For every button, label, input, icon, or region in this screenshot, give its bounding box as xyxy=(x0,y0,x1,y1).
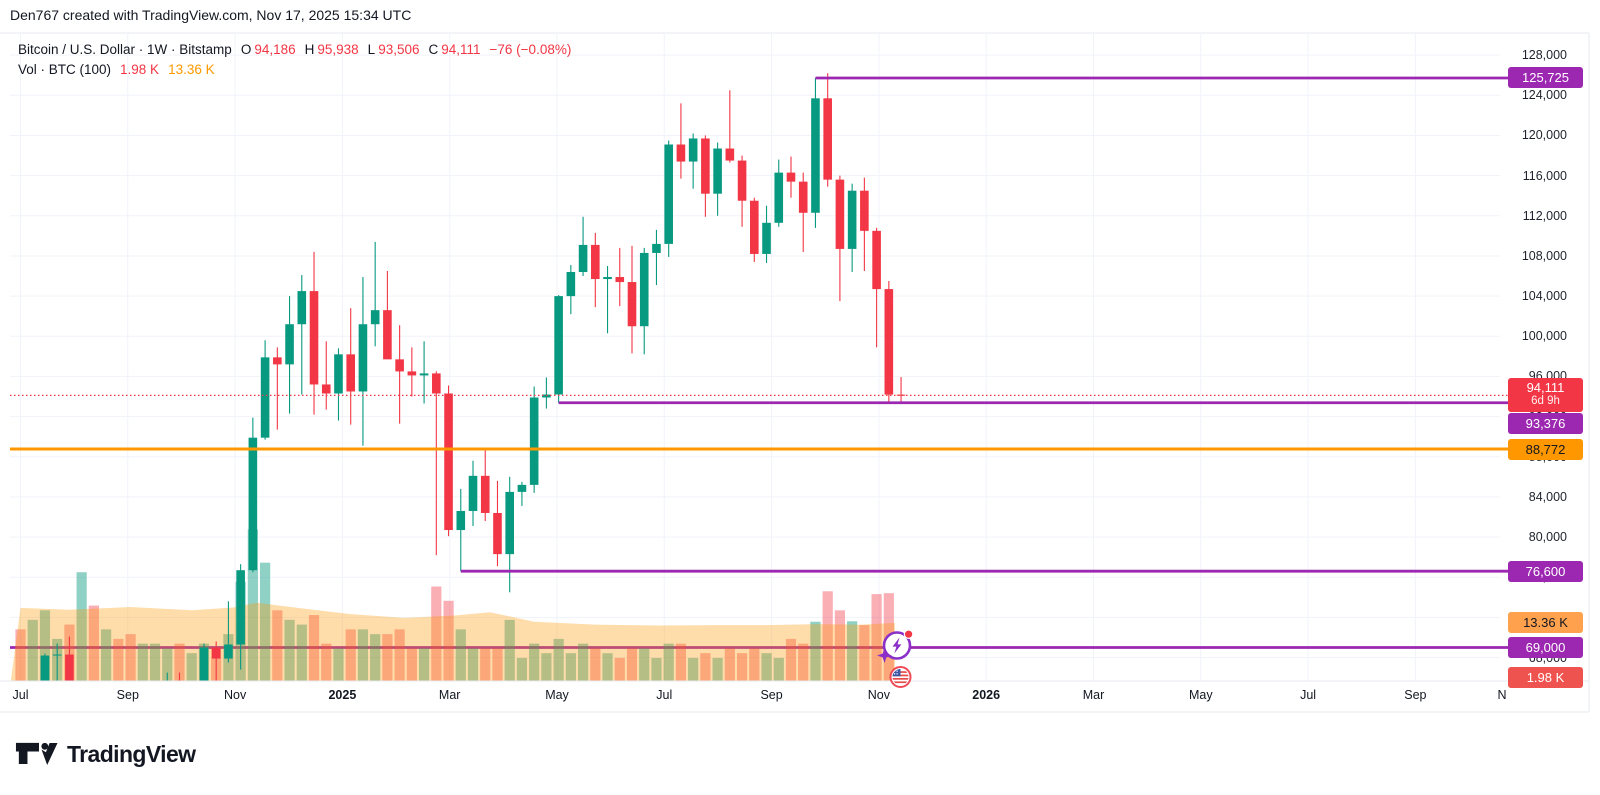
time-tick-label: Nov xyxy=(867,688,890,702)
price-level-badge: 69,000 xyxy=(1508,637,1583,658)
level-lines[interactable] xyxy=(10,76,1509,573)
price-level-badge: 13.36 K xyxy=(1508,612,1583,634)
time-tick-label: Sep xyxy=(116,688,139,702)
price-tick-label: 80,000 xyxy=(1528,530,1567,545)
time-tick-label: 2025 xyxy=(328,688,357,702)
volume-ma-area xyxy=(10,602,895,681)
ohlc-open-value: 94,186 xyxy=(254,42,296,57)
flag-event-icon[interactable] xyxy=(889,666,912,688)
grid-layer xyxy=(10,34,1500,681)
time-tick-label: Mar xyxy=(438,688,461,702)
volume-legend[interactable]: Vol · BTC (100) 1.98 K 13.36 K xyxy=(18,62,218,77)
time-tick-label: 2026 xyxy=(972,688,1001,702)
price-level-badge: 93,376 xyxy=(1508,412,1583,434)
ohlc-high-value: 95,938 xyxy=(317,42,359,57)
tradingview-logo[interactable]: TradingView xyxy=(14,740,196,768)
price-tick-label: 100,000 xyxy=(1521,329,1567,344)
price-tick-label: 128,000 xyxy=(1521,48,1567,63)
time-tick-label: Jul xyxy=(1300,688,1317,702)
pane-frame xyxy=(0,32,1590,713)
price-level-badge: 88,772 xyxy=(1508,438,1583,460)
sparkle-icon xyxy=(877,648,892,663)
ohlc-close-letter: C xyxy=(428,42,439,57)
price-level-badge: 125,725 xyxy=(1508,67,1583,89)
time-tick-label: Jul xyxy=(656,688,673,702)
change-value: −76 (−0.08%) xyxy=(489,42,572,57)
time-tick-label: Jul xyxy=(12,688,29,702)
price-tick-label: 108,000 xyxy=(1521,248,1567,263)
time-tick-label: Nov xyxy=(223,688,247,702)
time-tick-label: May xyxy=(1188,688,1213,702)
countdown-label: 6d 9h xyxy=(1531,395,1560,408)
time-tick-label: May xyxy=(545,688,569,702)
price-level-badge: 1.98 K xyxy=(1508,666,1583,688)
candles-layer xyxy=(40,73,906,681)
volume-value: 1.98 K xyxy=(120,62,160,77)
price-level-badge: 76,600 xyxy=(1508,560,1583,582)
time-tick-label: Mar xyxy=(1082,688,1105,702)
last-price-badge: 94,111 6d 9h xyxy=(1508,378,1583,413)
us-flag-icon xyxy=(892,669,909,685)
price-tick-label: 84,000 xyxy=(1528,489,1567,504)
symbol-legend[interactable]: Bitcoin / U.S. Dollar · 1W · Bitstamp O 94… xyxy=(18,42,574,57)
notification-dot xyxy=(903,629,914,639)
volume-ma-value: 13.36 K xyxy=(168,62,215,77)
tradingview-logo-icon xyxy=(15,742,58,765)
ohlc-low-value: 93,506 xyxy=(378,42,420,57)
price-tick-label: 120,000 xyxy=(1521,128,1567,143)
volume-label: Vol · BTC (100) xyxy=(18,62,112,77)
ohlc-low-letter: L xyxy=(367,42,376,57)
price-tick-label: 116,000 xyxy=(1522,168,1567,183)
brand-name: TradingView xyxy=(67,740,196,767)
ohlc-close-value: 94,111 xyxy=(441,42,481,57)
time-tick-label: N xyxy=(1497,688,1507,702)
time-tick-label: Sep xyxy=(760,688,783,702)
time-tick-label: Sep xyxy=(1404,688,1427,702)
price-tick-label: 104,000 xyxy=(1521,289,1567,304)
idea-bubble-icon[interactable] xyxy=(877,629,914,663)
price-tick-label: 124,000 xyxy=(1521,88,1567,103)
lightning-icon xyxy=(892,637,902,654)
symbol-title: Bitcoin / U.S. Dollar · 1W · Bitstamp xyxy=(18,42,232,57)
ohlc-open-letter: O xyxy=(240,42,252,57)
watermark-text: Den767 created with TradingView.com, Nov… xyxy=(10,7,412,23)
price-tick-label: 112,000 xyxy=(1522,208,1567,223)
ohlc-high-letter: H xyxy=(304,42,315,57)
